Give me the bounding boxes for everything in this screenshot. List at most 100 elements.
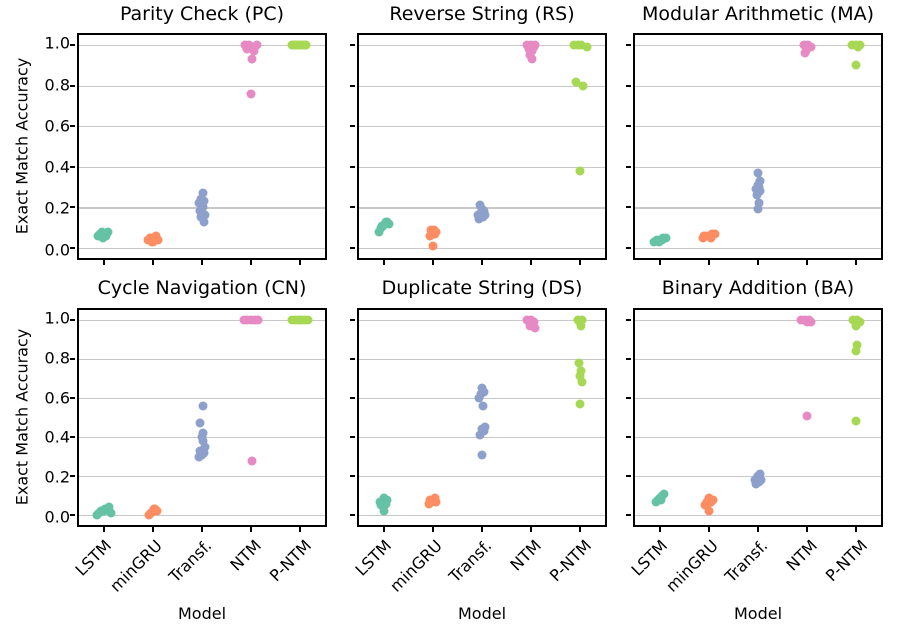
data-point-Transf.: [198, 401, 208, 411]
y-tick: [70, 125, 75, 128]
y-tick: [70, 44, 75, 47]
x-tick-label-NTM: NTM: [782, 536, 822, 575]
y-tick-label: 0.0: [44, 240, 70, 260]
y-tick: [626, 396, 631, 399]
gridline: [635, 319, 881, 321]
data-point-P-NTM: [575, 166, 585, 176]
x-tick: [431, 260, 434, 265]
y-tick-label: 1.0: [44, 33, 70, 53]
x-tick: [299, 260, 302, 265]
y-tick: [70, 206, 75, 209]
data-point-Transf.: [755, 176, 765, 186]
x-axis-label-cycle-navigation: Model: [177, 604, 227, 623]
data-point-minGRU: [428, 229, 438, 239]
data-point-minGRU: [149, 504, 159, 514]
gridline: [359, 476, 605, 478]
y-tick: [626, 206, 631, 209]
y-tick-label: 0.4: [44, 157, 70, 177]
data-point-P-NTM: [577, 377, 587, 387]
subplot-title-duplicate-string: Duplicate String (DS): [381, 277, 583, 299]
x-tick: [806, 527, 809, 532]
gridline: [79, 319, 325, 321]
x-tick-label-LSTM: LSTM: [351, 536, 396, 580]
data-point-LSTM: [104, 502, 114, 512]
data-point-Transf.: [477, 204, 487, 214]
y-tick-label: 0.2: [44, 198, 70, 218]
gridline: [79, 515, 325, 517]
x-tick-label-P-NTM: P-NTM: [546, 536, 596, 586]
data-point-minGRU: [710, 229, 720, 239]
y-tick: [70, 246, 75, 249]
y-tick-label: 0.2: [44, 467, 70, 487]
y-tick: [626, 514, 631, 517]
data-point-P-NTM: [582, 42, 592, 52]
data-point-LSTM: [101, 229, 111, 239]
gridline: [79, 476, 325, 478]
gridline: [635, 515, 881, 517]
x-axis-label-duplicate-string: Model: [457, 604, 507, 623]
data-point-Transf.: [200, 442, 210, 452]
data-point-NTM: [806, 42, 816, 52]
x-tick-label-LSTM: LSTM: [627, 536, 672, 580]
x-tick-labels-cycle-navigation: LSTM minGRU Transf. NTM P-NTM: [72, 536, 327, 600]
x-tick: [530, 527, 533, 532]
gridline: [359, 358, 605, 361]
x-tick: [707, 260, 710, 265]
subplot-title-cycle-navigation: Cycle Navigation (CN): [97, 277, 307, 299]
y-tick: [350, 475, 355, 478]
y-tick: [350, 206, 355, 209]
data-point-LSTM: [106, 508, 116, 518]
data-point-minGRU: [706, 233, 716, 243]
data-point-Transf.: [755, 469, 765, 479]
gridline: [79, 166, 325, 168]
x-tick: [201, 527, 203, 532]
data-point-LSTM: [659, 489, 669, 499]
x-tick: [102, 260, 105, 265]
data-point-LSTM: [379, 493, 389, 503]
x-tick: [855, 260, 858, 265]
x-tick: [382, 260, 385, 265]
x-tick: [250, 527, 253, 532]
x-tick: [530, 260, 533, 265]
data-point-NTM: [246, 89, 256, 99]
data-point-minGRU: [702, 497, 712, 507]
gridline: [359, 515, 605, 517]
gridline: [79, 247, 325, 250]
y-tick: [70, 396, 75, 399]
data-point-P-NTM: [576, 321, 586, 331]
data-point-NTM: [249, 46, 259, 56]
data-point-P-NTM: [576, 40, 586, 50]
gridline: [359, 166, 605, 168]
y-tick: [350, 44, 355, 47]
gridline: [79, 397, 325, 400]
data-point-Transf.: [196, 194, 206, 204]
data-point-Transf.: [198, 202, 208, 212]
x-tick: [579, 527, 582, 532]
data-point-LSTM: [379, 506, 389, 516]
data-point-P-NTM: [851, 60, 861, 70]
data-point-P-NTM: [576, 366, 586, 376]
data-point-Transf.: [198, 428, 208, 438]
data-point-NTM: [527, 54, 537, 64]
y-tick: [626, 246, 631, 249]
y-tick: [70, 357, 75, 360]
data-point-NTM: [802, 411, 812, 421]
y-tick: [626, 84, 631, 87]
data-point-NTM: [530, 40, 540, 50]
y-tick: [350, 318, 355, 321]
y-tick: [350, 84, 355, 87]
y-tick-label: 1.0: [44, 308, 70, 328]
plot-area-cycle-navigation: [70, 308, 327, 532]
gridline: [79, 358, 325, 361]
data-point-LSTM: [375, 497, 385, 507]
data-point-P-NTM: [574, 358, 584, 368]
data-point-P-NTM: [303, 315, 313, 325]
y-tick: [626, 125, 631, 128]
y-tick: [350, 436, 355, 439]
data-point-minGRU: [148, 237, 158, 247]
data-point-Transf.: [477, 450, 487, 460]
gridline: [635, 45, 881, 47]
x-tick-label-Transf.: Transf.: [165, 536, 216, 587]
x-tick: [250, 260, 253, 265]
y-tick: [626, 44, 631, 47]
